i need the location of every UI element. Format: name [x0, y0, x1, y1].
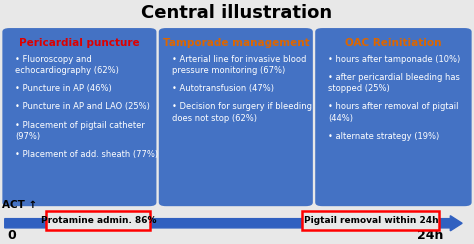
FancyBboxPatch shape [315, 28, 472, 206]
FancyArrow shape [5, 216, 462, 231]
Text: Tamporade management: Tamporade management [163, 38, 309, 48]
Text: • Autotransfusion (47%): • Autotransfusion (47%) [172, 84, 273, 93]
Text: 24h: 24h [417, 229, 444, 242]
Text: Protamine admin. 86%: Protamine admin. 86% [41, 216, 156, 225]
FancyBboxPatch shape [159, 28, 313, 206]
FancyBboxPatch shape [302, 211, 439, 230]
FancyBboxPatch shape [2, 28, 156, 206]
Text: • hours after tamponade (10%): • hours after tamponade (10%) [328, 55, 460, 64]
Text: Central illustration: Central illustration [141, 4, 333, 22]
Text: • Arterial line for invasive blood
pressure monitoring (67%): • Arterial line for invasive blood press… [172, 55, 306, 75]
Text: ACT ↑: ACT ↑ [2, 200, 37, 210]
Text: • alternate strategy (19%): • alternate strategy (19%) [328, 132, 439, 141]
Text: • after pericardial bleeding has
stopped (25%): • after pericardial bleeding has stopped… [328, 73, 460, 93]
Text: • Fluoroscopy and
echocardiography (62%): • Fluoroscopy and echocardiography (62%) [15, 55, 119, 75]
Text: • Decision for surgery if bleeding
does not stop (62%): • Decision for surgery if bleeding does … [172, 102, 311, 122]
Text: • Puncture in AP (46%): • Puncture in AP (46%) [15, 84, 112, 93]
Text: • Placement of add. sheath (77%): • Placement of add. sheath (77%) [15, 150, 158, 159]
FancyBboxPatch shape [46, 211, 150, 230]
Text: Pigtail removal within 24h: Pigtail removal within 24h [303, 216, 438, 225]
Text: 0: 0 [7, 229, 16, 242]
Text: Pericardial puncture: Pericardial puncture [19, 38, 140, 48]
Text: • Placement of pigtail catheter
(97%): • Placement of pigtail catheter (97%) [15, 121, 145, 141]
Text: • hours after removal of pigtail
(44%): • hours after removal of pigtail (44%) [328, 102, 458, 122]
Text: OAC Reinitiation: OAC Reinitiation [345, 38, 442, 48]
Text: • Puncture in AP and LAO (25%): • Puncture in AP and LAO (25%) [15, 102, 150, 112]
